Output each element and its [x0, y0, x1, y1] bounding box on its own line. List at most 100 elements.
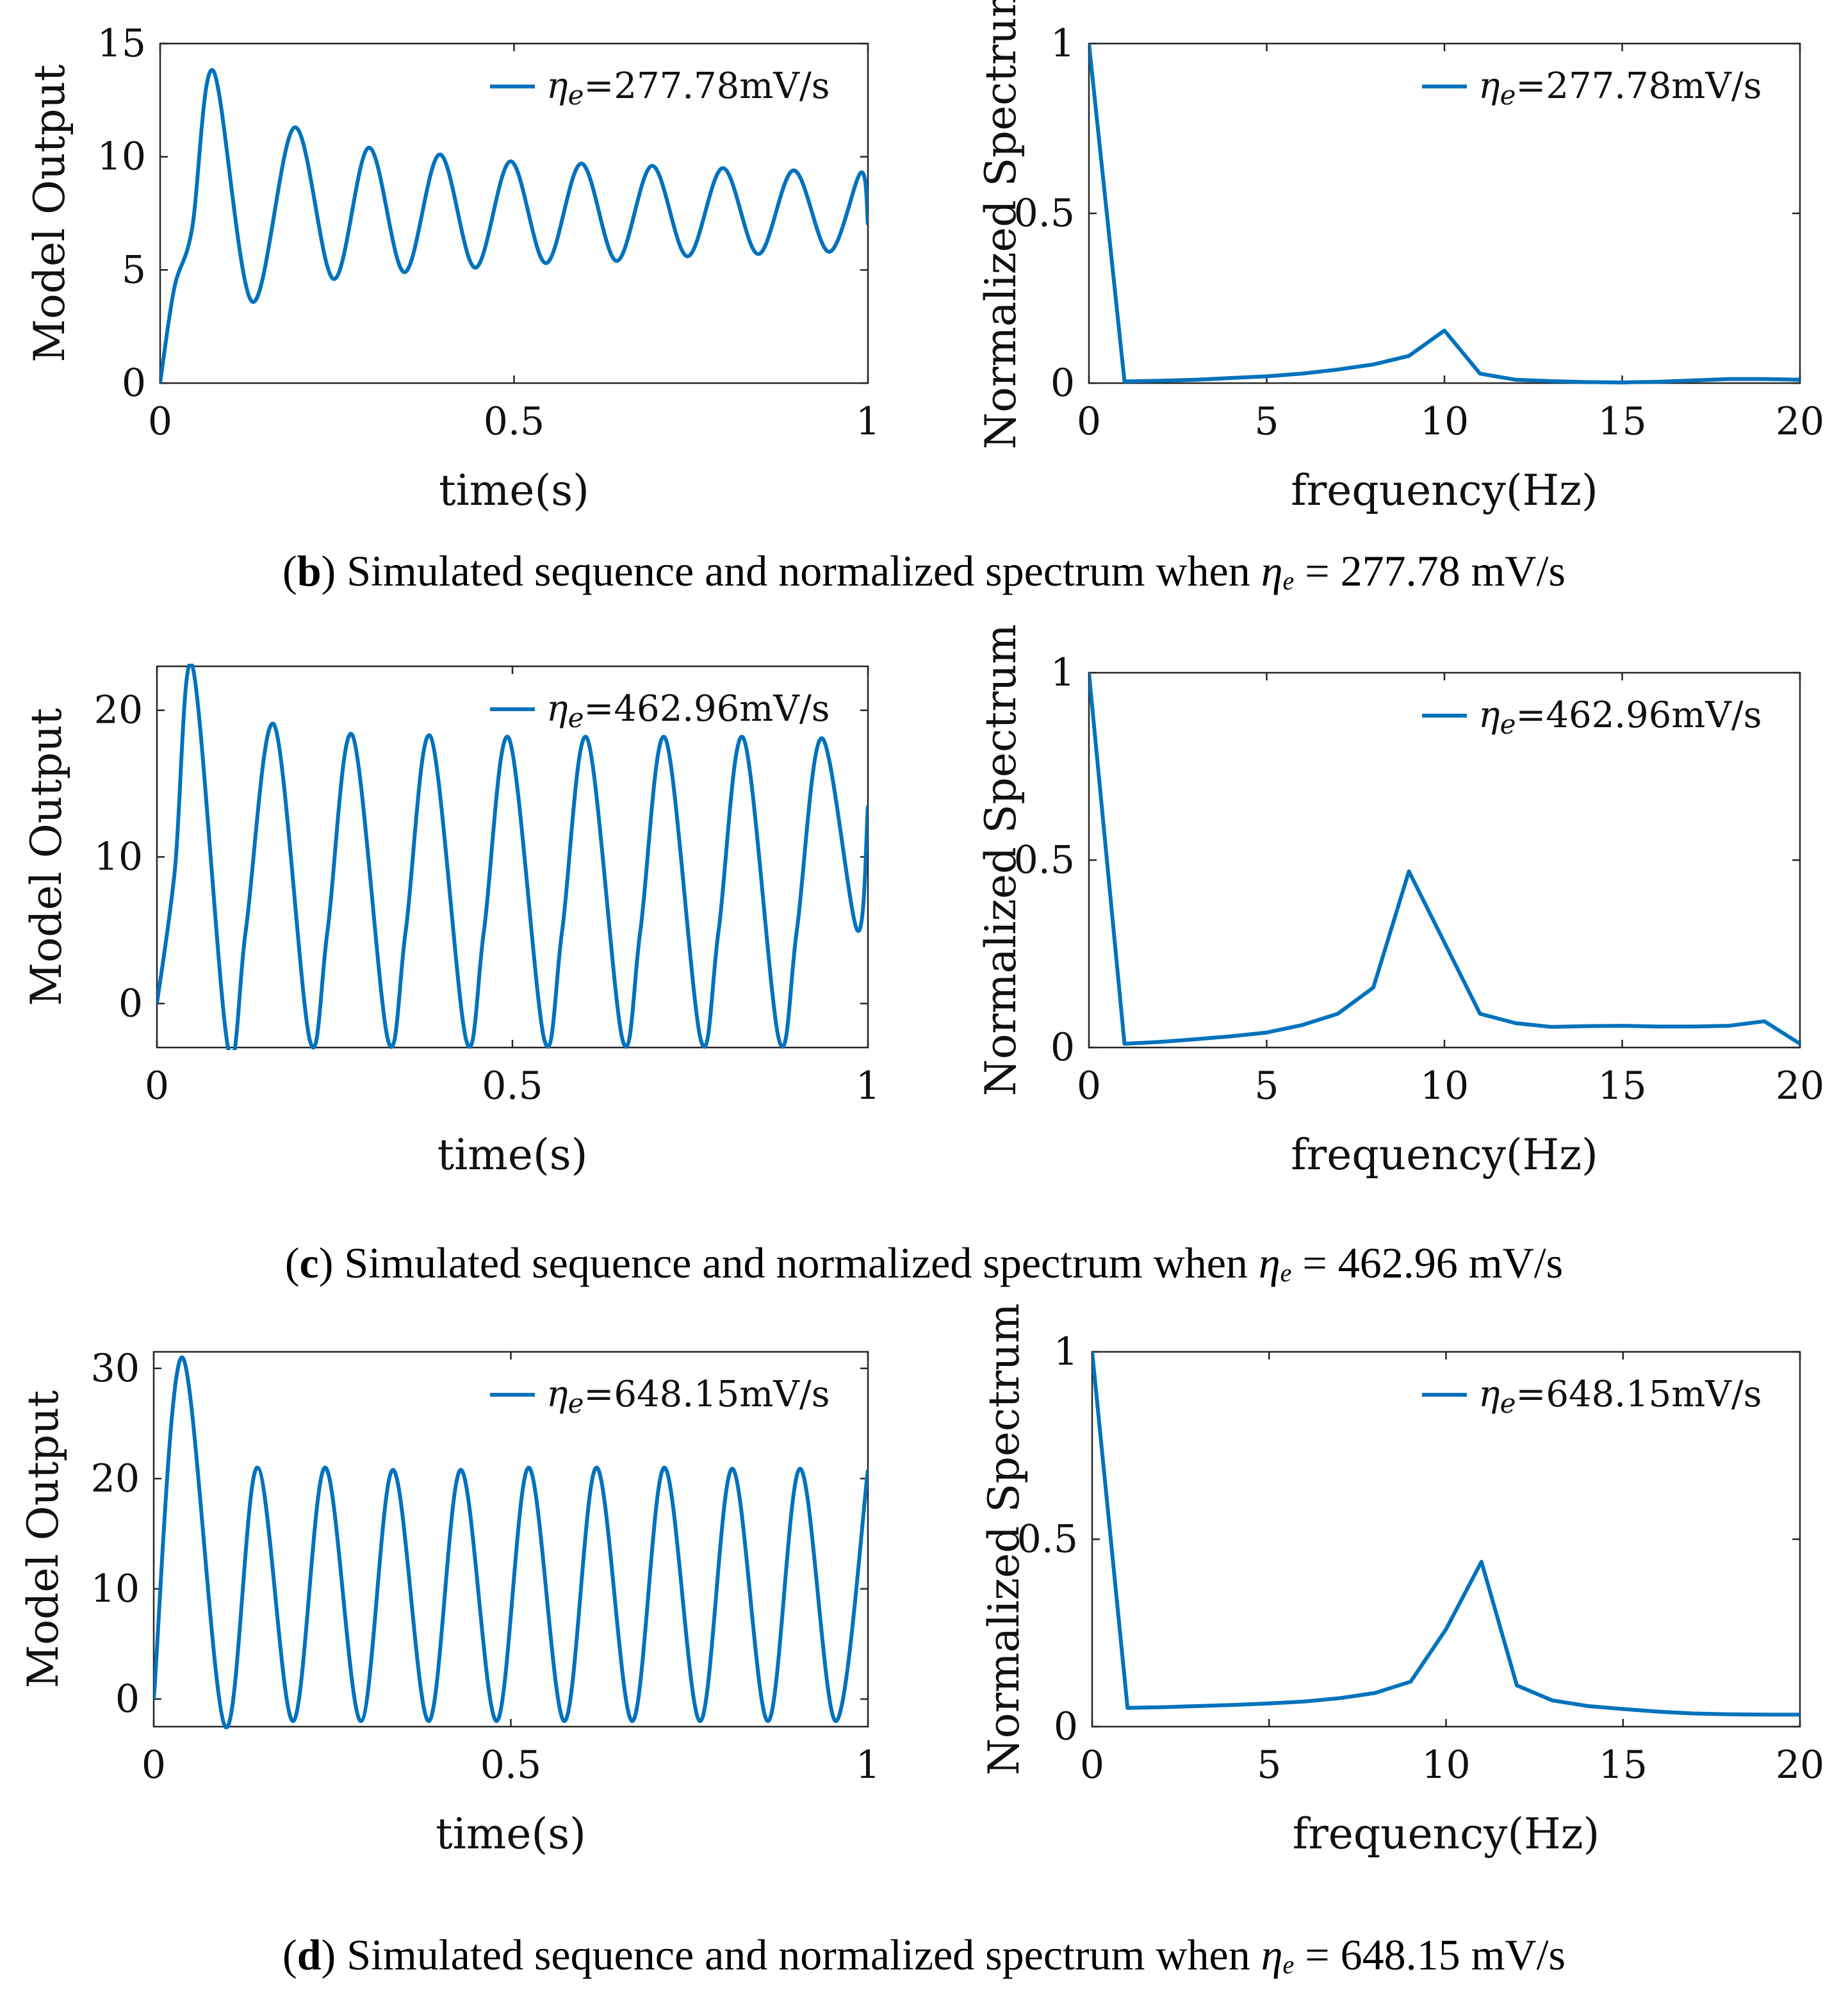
series-line — [1092, 1351, 1800, 1717]
y-axis-label: Normalized Spectrum — [979, 1303, 1029, 1775]
y-axis-label: Normalized Spectrum — [976, 0, 1026, 449]
y-tick-label: 0 — [115, 1677, 140, 1722]
x-tick-label: 15 — [1599, 1743, 1648, 1787]
x-axis-label: frequency(Hz) — [1291, 1130, 1598, 1179]
legend-subscript: e — [1500, 79, 1516, 111]
x-tick-label: 0.5 — [482, 1064, 543, 1108]
caption-subscript: e — [1282, 1950, 1295, 1979]
x-tick-label: 5 — [1254, 1064, 1279, 1108]
x-tick-label: 0 — [1077, 399, 1101, 444]
caption-c: (c) Simulated sequence and normalized sp… — [284, 1238, 1564, 1287]
y-tick-label: 0 — [1051, 1025, 1075, 1070]
y-axis-label: Model Output — [25, 64, 74, 362]
x-tick-label: 1 — [856, 399, 880, 444]
x-axis-label: frequency(Hz) — [1291, 466, 1598, 515]
legend-label: ηe=462.96mV/s — [546, 688, 830, 734]
caption-subscript: e — [1280, 1258, 1292, 1287]
legend-value: =648.15mV/s — [584, 1374, 830, 1415]
y-axis-label: Normalized Spectrum — [976, 624, 1026, 1096]
y-tick-label: 10 — [94, 835, 143, 880]
x-tick-label: 20 — [1776, 1743, 1824, 1787]
x-axis-label: frequency(Hz) — [1293, 1809, 1599, 1859]
x-tick-label: 10 — [1420, 1064, 1469, 1108]
series-line — [1089, 672, 1800, 1046]
y-tick-label: 15 — [97, 21, 146, 66]
y-tick-label: 0 — [1054, 1704, 1078, 1749]
caption-text: Simulated sequence and normalized spectr… — [347, 1930, 1250, 1979]
x-tick-label: 1 — [856, 1743, 880, 1787]
chart-d-freq: 0 5 10 15 20 0 0.5 1 frequency(Hz) Normalized Spe… — [979, 1303, 1824, 1859]
y-tick-label: 0 — [119, 981, 143, 1026]
x-tick-label: 10 — [1420, 399, 1469, 444]
caption-letter: c — [299, 1238, 319, 1287]
legend-symbol: η — [1478, 1374, 1500, 1415]
caption-symbol: η — [1261, 1930, 1283, 1979]
series-line — [160, 68, 868, 384]
y-tick-label: 20 — [94, 688, 143, 733]
y-tick-label: 20 — [91, 1456, 140, 1501]
x-tick-label: 5 — [1257, 1743, 1281, 1787]
y-tick-label: 1 — [1051, 21, 1075, 66]
x-tick-label: 0 — [142, 1743, 166, 1787]
chart-b-freq: 0 5 10 15 20 0 0.5 1 frequency(Hz) Normalized Spe… — [976, 0, 1824, 515]
y-tick-label: 10 — [91, 1566, 140, 1611]
y-tick-label: 1 — [1051, 650, 1075, 695]
legend-symbol: η — [546, 1374, 568, 1415]
x-axis-label: time(s) — [436, 1809, 586, 1859]
y-tick-label: 0.5 — [1017, 1517, 1078, 1562]
legend-label: ηe=462.96mV/s — [1478, 694, 1762, 740]
caption-text: Simulated sequence and normalized spectr… — [344, 1238, 1248, 1287]
x-tick-label: 1 — [856, 1064, 880, 1108]
x-tick-label: 0 — [1080, 1743, 1104, 1787]
legend-label: ηe=648.15mV/s — [546, 1374, 830, 1419]
y-tick-label: 1 — [1054, 1329, 1078, 1374]
legend-symbol: η — [546, 65, 568, 107]
legend-label: ηe=648.15mV/s — [1478, 1374, 1762, 1419]
x-axis-label: time(s) — [439, 466, 589, 515]
x-tick-label: 15 — [1598, 1064, 1646, 1108]
legend-label: ηe=277.78mV/s — [1478, 65, 1762, 111]
y-tick-label: 0 — [122, 361, 146, 406]
x-tick-label: 0 — [1077, 1064, 1101, 1108]
caption-text: Simulated sequence and normalized spectr… — [347, 547, 1250, 595]
series-line — [157, 664, 868, 1050]
y-tick-label: 5 — [122, 247, 146, 292]
caption-d: (d) Simulated sequence and normalized sp… — [282, 1930, 1566, 1979]
series-line — [1089, 43, 1800, 384]
x-tick-label: 0 — [148, 399, 172, 444]
chart-c-freq: 0 5 10 15 20 0 0.5 1 frequency(Hz) Normalized Spe… — [976, 624, 1824, 1179]
x-tick-label: 5 — [1254, 399, 1279, 444]
caption-value: = 277.78 mV/s — [1305, 547, 1566, 595]
series-line — [154, 1355, 868, 1729]
legend-symbol: η — [546, 688, 568, 730]
x-tick-label: 0.5 — [480, 1743, 541, 1787]
caption-letter: d — [297, 1930, 322, 1979]
legend-label: ηe=277.78mV/s — [546, 65, 830, 111]
legend-symbol: η — [1478, 65, 1500, 107]
x-tick-label: 20 — [1776, 399, 1824, 444]
x-tick-label: 0 — [145, 1064, 169, 1108]
x-tick-label: 20 — [1776, 1064, 1824, 1108]
legend-symbol: η — [1478, 694, 1500, 736]
x-tick-label: 0.5 — [484, 399, 544, 444]
caption-subscript: e — [1282, 566, 1295, 595]
caption-value: = 648.15 mV/s — [1305, 1930, 1566, 1979]
y-axis-label: Model Output — [19, 1390, 68, 1688]
y-axis-label: Model Output — [22, 708, 71, 1006]
legend-subscript: e — [568, 1388, 584, 1419]
x-axis-label: time(s) — [437, 1130, 588, 1179]
legend-value: =277.78mV/s — [1516, 65, 1762, 107]
caption-b: (b) Simulated sequence and normalized sp… — [282, 547, 1566, 595]
y-tick-label: 0 — [1051, 361, 1075, 406]
y-tick-label: 0.5 — [1014, 191, 1075, 236]
y-tick-label: 30 — [91, 1346, 140, 1391]
legend-subscript: e — [568, 79, 584, 111]
y-tick-label: 10 — [97, 135, 146, 179]
legend-value: =462.96mV/s — [584, 688, 830, 730]
legend-subscript: e — [1500, 1388, 1516, 1419]
y-tick-label: 0.5 — [1014, 838, 1075, 883]
